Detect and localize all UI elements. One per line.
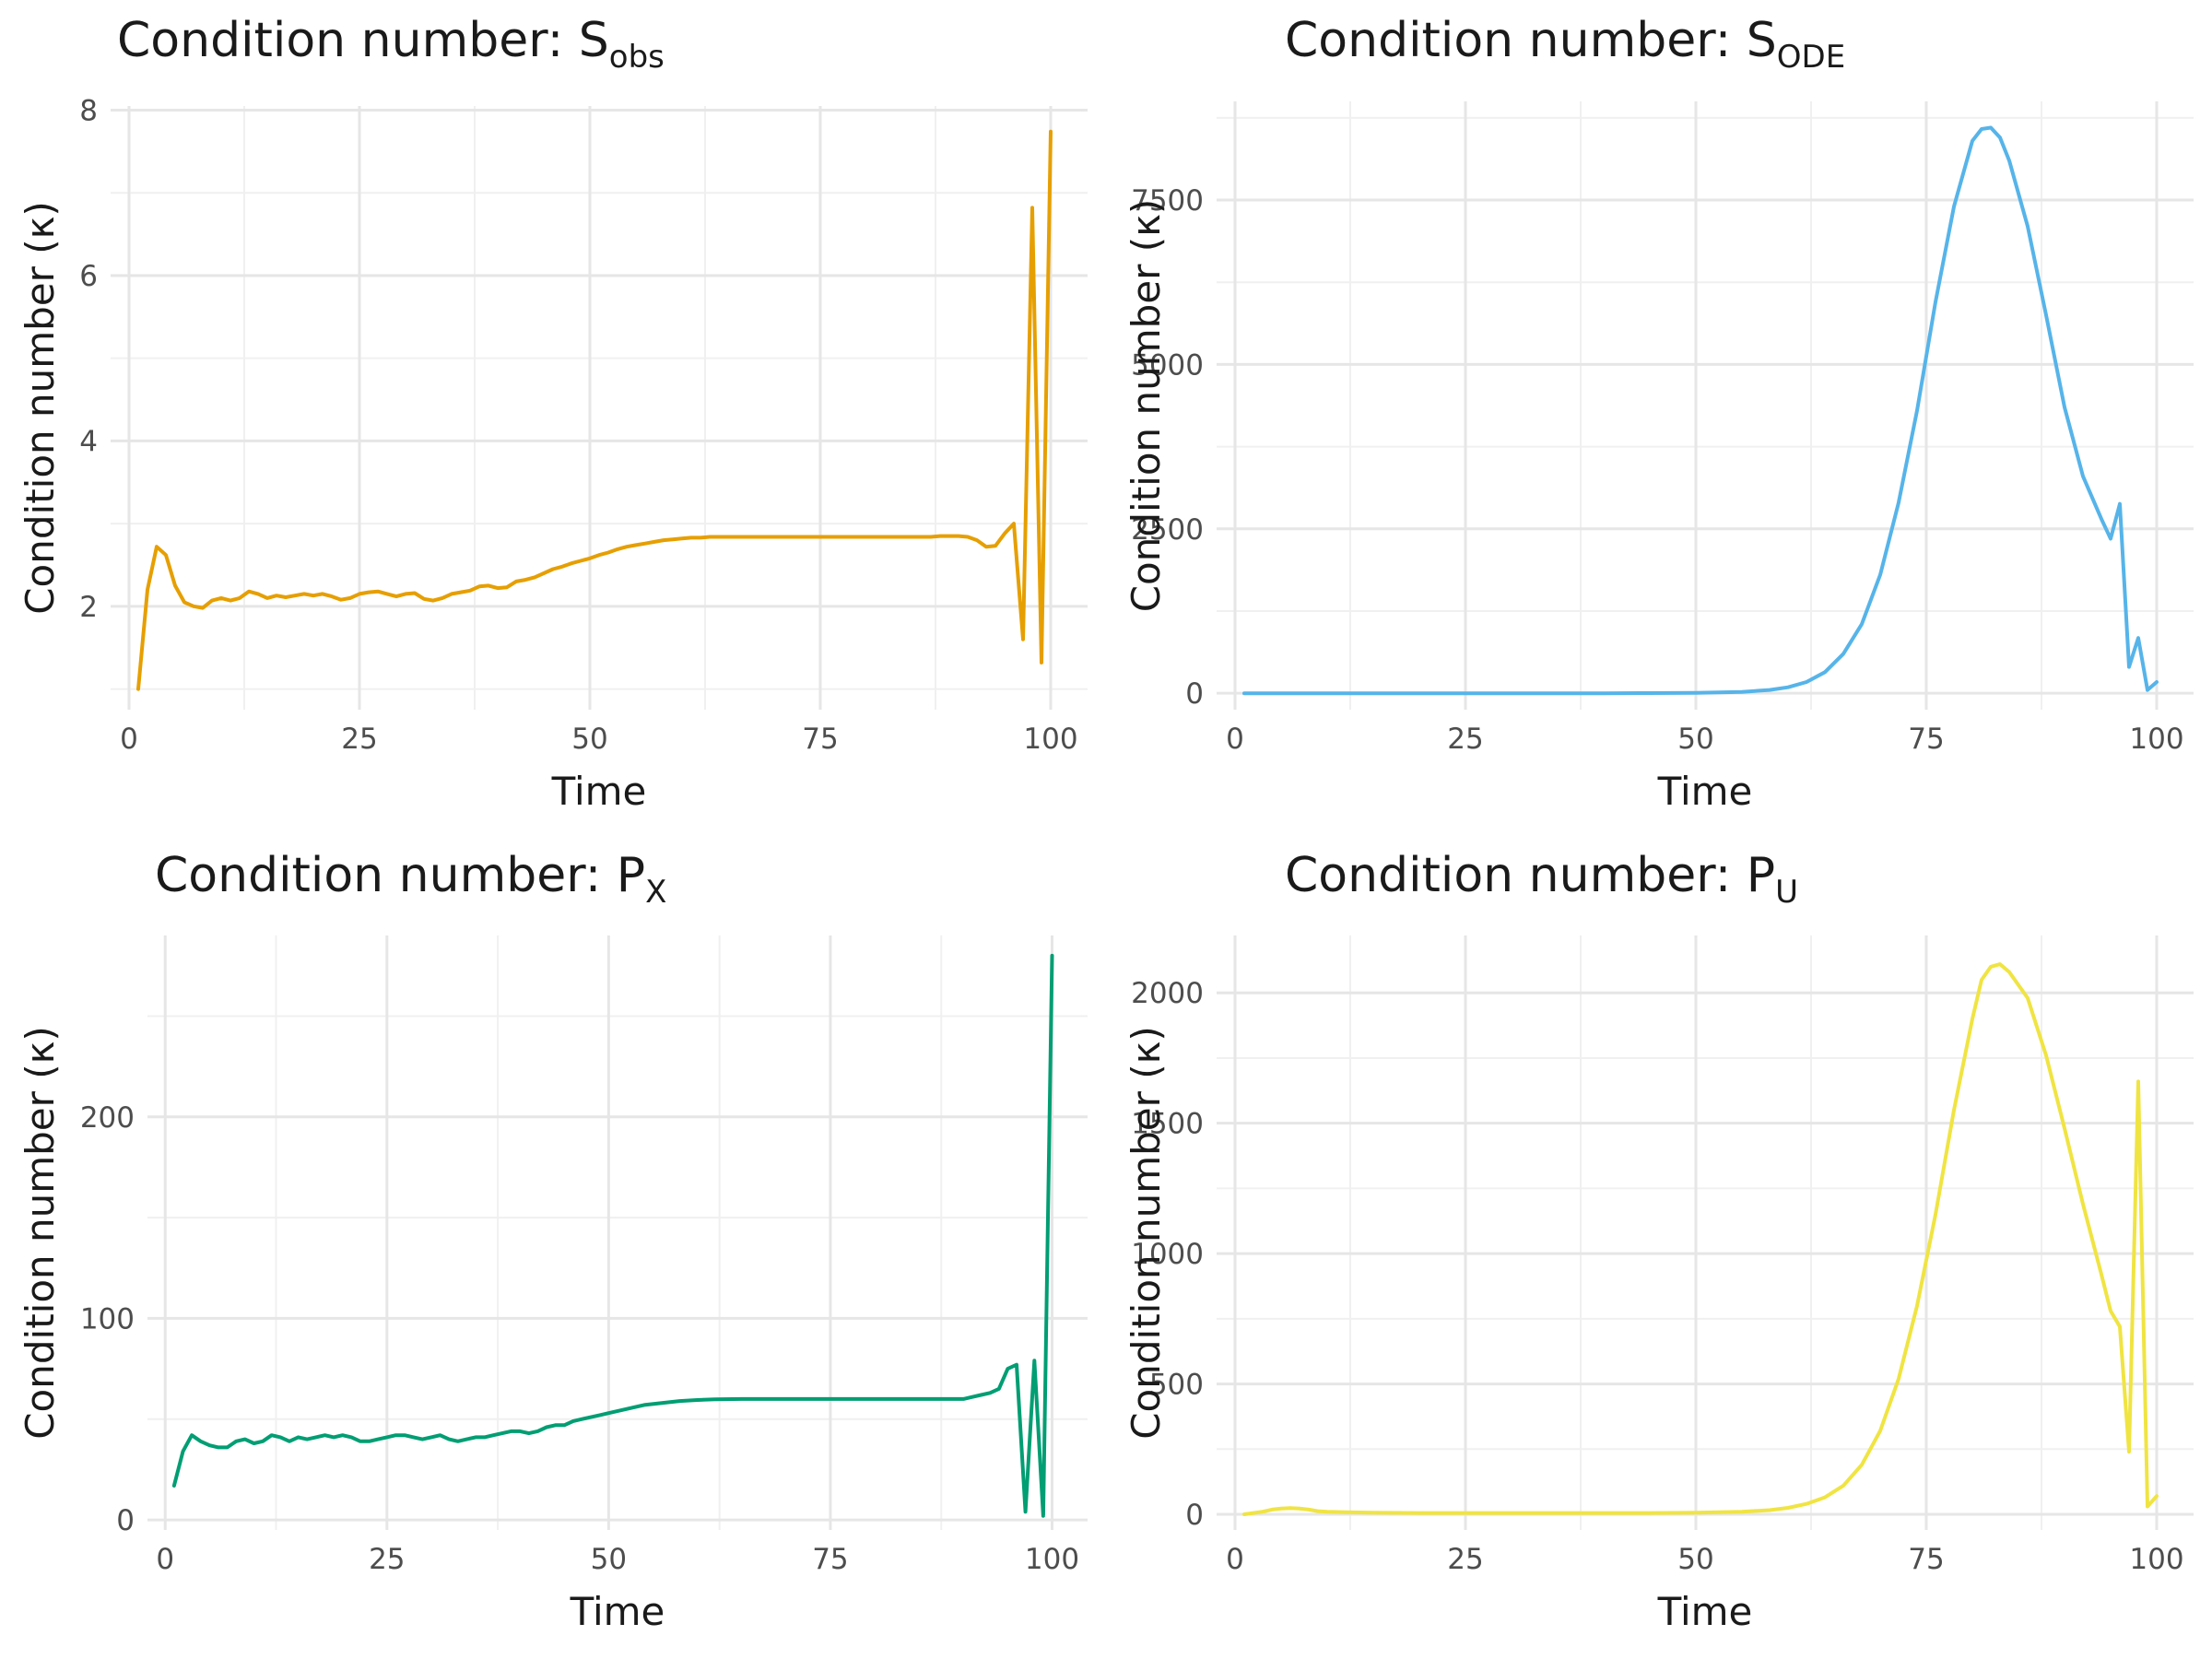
x-tick-label: 50 [591, 1543, 627, 1576]
series-line [1242, 125, 2159, 696]
chart-title-main: Condition number: P [1285, 848, 1776, 903]
y-axis-title: Condition number (κ) [1124, 1026, 1169, 1440]
chart-title-main: Condition number: P [155, 848, 646, 903]
y-tick-label: 0 [1185, 1499, 1204, 1532]
chart-panel-p-u: Condition number: PU 0 25 50 75 100 0 500 1000 1… [1106, 830, 2212, 1659]
grid [147, 935, 1088, 1530]
y-tick-label: 2500 [1131, 513, 1204, 547]
y-tick-label: 200 [80, 1101, 135, 1135]
chart-title-main: Condition number: S [117, 13, 609, 68]
line-chart-p-x: 0 25 50 75 100 0 100 200 Time Condition number (κ… [18, 935, 1088, 1634]
x-tick-label: 100 [1023, 723, 1077, 756]
x-tick-label: 25 [1447, 1543, 1483, 1576]
series-line [136, 129, 1053, 691]
chart-panel-s-ode: Condition number: SODE 0 25 50 75 100 0 2500 50… [1106, 0, 2212, 830]
chart-title-main: Condition number: S [1285, 13, 1777, 68]
x-tick-label: 50 [571, 723, 607, 756]
grid [1217, 101, 2194, 710]
line-chart-p-u: 0 25 50 75 1000500100015002000TimeCondition … [1124, 935, 2194, 1634]
x-axis-title: Time [1657, 769, 1753, 814]
line-chart-s-ode: 0 25 50 75 100 0 2500 5000 7500 Time Condition num… [1124, 101, 2194, 814]
y-tick-label: 4 [79, 425, 98, 458]
x-tick-label: 75 [802, 723, 838, 756]
y-tick-label: 6 [79, 260, 98, 293]
x-tick-label: 0 [1226, 723, 1244, 756]
y-tick-label: 2000 [1131, 977, 1204, 1010]
y-axis-title: Condition number (κ) [1124, 199, 1169, 613]
x-tick-label: 25 [369, 1543, 405, 1576]
x-tick-label: 0 [120, 723, 138, 756]
x-axis-title: Time [1657, 1589, 1753, 1634]
series-line [171, 953, 1054, 1518]
x-tick-label: 75 [1908, 723, 1944, 756]
chart-title: Condition number: PU [1285, 848, 1798, 911]
chart-panel-s-obs: Condition number: Sobs 0 25 50 75 100 2 4 6 8 Tim… [0, 0, 1106, 830]
series-line [1242, 962, 2159, 1516]
x-tick-label: 25 [1447, 723, 1483, 756]
y-tick-label: 0 [1185, 677, 1204, 711]
x-tick-label: 100 [1025, 1543, 1079, 1576]
y-tick-label: 1000 [1131, 1238, 1204, 1271]
chart-title-subscript: X [645, 874, 667, 911]
x-tick-label: 0 [156, 1543, 174, 1576]
x-axis-title: Time [570, 1589, 665, 1634]
x-tick-label: 50 [1677, 723, 1713, 756]
y-tick-label: 2 [79, 591, 98, 624]
x-tick-label: 100 [2129, 723, 2183, 756]
chart-title: Condition number: Sobs [117, 13, 665, 76]
grid [111, 106, 1088, 710]
line-chart-s-obs: 0 25 50 75 100 2 4 6 8 Time Condition number (κ) [18, 94, 1088, 814]
x-axis-title: Time [551, 769, 647, 814]
chart-title-subscript: ODE [1776, 39, 1846, 76]
chart-title-subscript: obs [608, 39, 665, 76]
x-tick-label: 100 [2129, 1543, 2183, 1576]
chart-title: Condition number: SODE [1285, 13, 1845, 76]
y-axis-title: Condition number (κ) [18, 201, 63, 615]
y-tick-label: 8 [79, 94, 98, 127]
chart-title: Condition number: PX [155, 848, 666, 911]
y-tick-label: 7500 [1131, 184, 1204, 218]
y-tick-label: 100 [80, 1302, 135, 1335]
x-tick-label: 25 [341, 723, 377, 756]
chart-title-subscript: U [1775, 874, 1799, 911]
y-tick-label: 500 [1149, 1369, 1204, 1402]
x-tick-label: 75 [812, 1543, 848, 1576]
y-tick-label: 0 [116, 1504, 135, 1537]
y-tick-label: 5000 [1131, 348, 1204, 382]
x-tick-label: 0 [1226, 1543, 1244, 1576]
x-tick-label: 75 [1908, 1543, 1944, 1576]
x-tick-label: 50 [1677, 1543, 1713, 1576]
grid [1217, 935, 2194, 1530]
y-axis-title: Condition number (κ) [18, 1026, 63, 1440]
chart-panel-p-x: Condition number: PX 0 25 50 75 100 0 100 200 Ti… [0, 830, 1106, 1659]
y-tick-label: 1500 [1131, 1108, 1204, 1141]
